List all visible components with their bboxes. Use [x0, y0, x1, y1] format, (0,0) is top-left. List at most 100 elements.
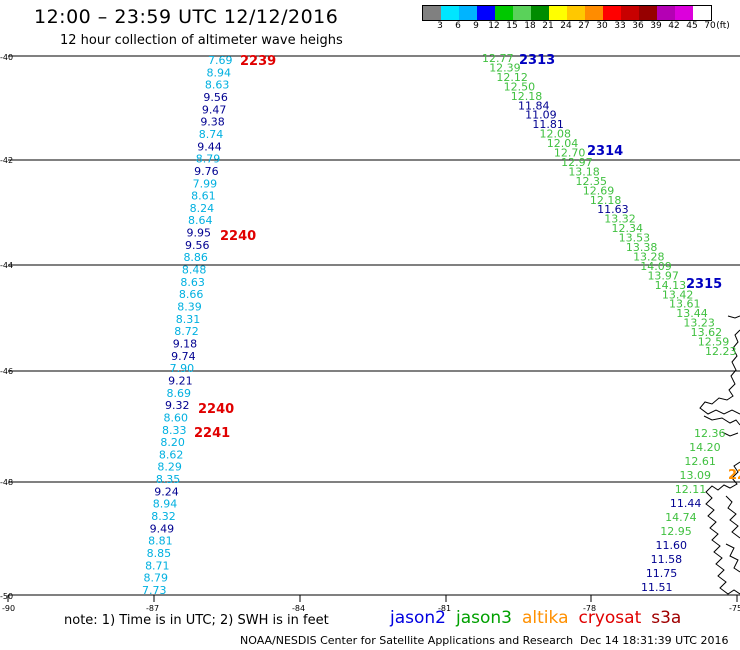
legend-swatch — [423, 6, 441, 20]
sat-jason2: jason2 — [390, 608, 446, 628]
lat-label: -42 — [0, 156, 13, 165]
swh-value-left: 9.47 — [202, 103, 227, 116]
swh-value-left: 8.64 — [188, 214, 213, 227]
swh-value-left: 8.33 — [162, 424, 187, 437]
swh-value-left: 8.48 — [182, 264, 207, 277]
lon-label: -75 — [729, 604, 740, 613]
swh-value-coast: 11.75 — [646, 567, 678, 580]
lat-axis-labels: -40 -42 -44 -46 -48 -50 — [0, 53, 13, 601]
swh-value-right: 12.77 — [482, 52, 514, 65]
swh-value-right: 13.44 — [676, 307, 708, 320]
swh-value-left: 8.81 — [148, 535, 173, 548]
footer-credit: NOAA/NESDIS Center for Satellite Applica… — [240, 634, 574, 647]
track-coast: 12.3614.2012.6113.0912.1111.4414.7412.95… — [641, 427, 726, 594]
lat-label: -44 — [0, 261, 13, 270]
swh-value-left: 8.31 — [176, 313, 201, 326]
swh-value-right: 12.35 — [576, 175, 608, 188]
swh-value-right: 12.97 — [561, 156, 593, 169]
swh-value-right: 12.59 — [698, 336, 730, 349]
sat-altika: altika — [522, 608, 569, 628]
swh-value-left: 8.35 — [156, 473, 181, 486]
swh-value-coast: 14.74 — [665, 511, 697, 524]
swh-value-right: 14.13 — [655, 279, 687, 292]
lat-label: -46 — [0, 367, 13, 376]
lat-label: -48 — [0, 478, 13, 487]
time-label-2313: 2313 — [519, 53, 555, 68]
swh-value-left: 8.74 — [199, 128, 224, 141]
legend-label: 45 — [686, 21, 698, 31]
legend-swatch — [495, 6, 513, 20]
time-label-2240-b: 2240 — [198, 402, 234, 417]
color-legend-labels: 3 6 9 12 15 18 21 24 27 30 33 36 39 42 45 70 (ft) — [422, 21, 740, 33]
swh-value-coast: 11.44 — [670, 497, 702, 510]
swh-value-right: 14.09 — [640, 260, 672, 273]
swh-value-right: 12.50 — [504, 80, 536, 93]
time-label-2315: 2315 — [686, 277, 722, 292]
swh-value-left: 9.74 — [171, 350, 196, 363]
swh-value-left: 8.60 — [163, 411, 188, 424]
swh-value-right: 13.32 — [604, 213, 636, 226]
swh-value-left: 9.18 — [173, 337, 198, 350]
swh-value-left: 8.29 — [157, 461, 182, 474]
legend-swatch — [603, 6, 621, 20]
legend-swatch — [585, 6, 603, 20]
legend-swatch — [567, 6, 585, 20]
time-label-2241: 2241 — [194, 426, 230, 441]
swh-value-left: 9.76 — [194, 165, 219, 178]
legend-label: (ft) — [716, 21, 730, 31]
swh-value-right: 12.39 — [489, 61, 521, 74]
legend-label: 9 — [473, 21, 479, 31]
track-right: 12.7712.3912.1212.5012.1811.8411.0911.81… — [482, 52, 737, 358]
swh-value-left: 9.95 — [187, 227, 212, 240]
legend-label: 36 — [632, 21, 644, 31]
legend-swatch — [657, 6, 675, 20]
legend-label: 27 — [578, 21, 590, 31]
swh-value-left: 8.32 — [151, 510, 176, 523]
swh-value-left: 8.39 — [177, 301, 202, 314]
swh-value-right: 11.81 — [532, 118, 564, 131]
swh-value-right: 12.04 — [547, 137, 579, 150]
lon-label: -90 — [2, 604, 15, 613]
swh-value-left: 9.56 — [185, 239, 210, 252]
legend-label: 6 — [455, 21, 461, 31]
swh-value-right: 12.08 — [540, 128, 572, 141]
lat-label: -40 — [0, 53, 13, 62]
legend-label: 18 — [524, 21, 536, 31]
legend-label: 42 — [668, 21, 680, 31]
swh-value-right: 13.23 — [683, 317, 715, 330]
swh-value-left: 7.73 — [142, 584, 167, 597]
swh-value-right: 12.34 — [611, 222, 643, 235]
swh-value-right: 13.42 — [662, 288, 694, 301]
swh-value-left: 8.62 — [159, 448, 184, 461]
lon-ticks — [7, 595, 738, 602]
time-label-2239: 2239 — [240, 54, 276, 69]
swh-value-right: 12.23 — [705, 345, 737, 358]
legend-label: 12 — [488, 21, 500, 31]
swh-value-right: 13.97 — [647, 269, 679, 282]
coastline — [699, 315, 740, 595]
lat-grid — [8, 55, 740, 596]
swh-value-left: 8.79 — [196, 153, 221, 166]
swh-value-left: 9.56 — [203, 91, 228, 104]
swh-value-coast: 14.20 — [689, 441, 721, 454]
legend-swatch — [459, 6, 477, 20]
swh-value-left: 9.49 — [150, 522, 175, 535]
legend-label: 21 — [542, 21, 554, 31]
time-label-2240-a: 2240 — [220, 229, 256, 244]
legend-swatch — [639, 6, 657, 20]
legend-label: 39 — [650, 21, 662, 31]
swh-value-left: 8.94 — [206, 66, 231, 79]
swh-value-left: 7.90 — [170, 362, 195, 375]
swh-value-left: 8.63 — [180, 276, 205, 289]
legend-swatch — [549, 6, 567, 20]
legend-label: 33 — [614, 21, 626, 31]
legend-swatch — [531, 6, 549, 20]
lon-label: -81 — [438, 604, 451, 613]
swh-value-left: 8.24 — [190, 202, 215, 215]
swh-value-coast: 11.60 — [655, 539, 687, 552]
swh-value-right: 12.69 — [583, 184, 615, 197]
legend-swatch — [693, 6, 711, 20]
lat-label: -50 — [0, 592, 13, 601]
